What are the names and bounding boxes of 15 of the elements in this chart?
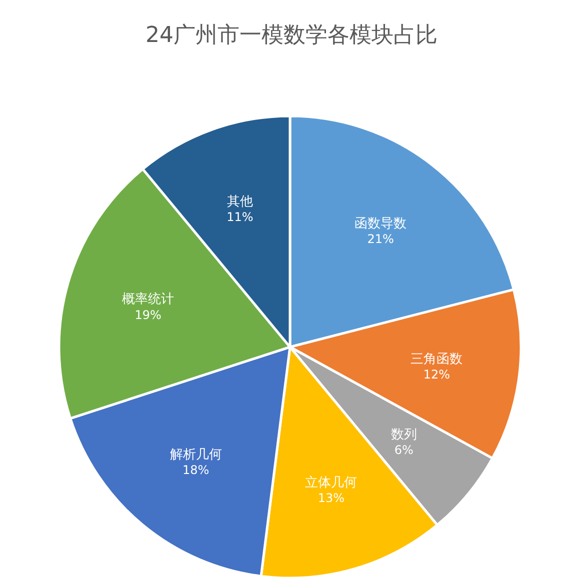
slice-label: 数列 [390,428,417,443]
slice-label: 函数导数 [354,216,407,232]
data-label: 18% [182,462,210,477]
slice-label: 立体几何 [305,474,358,490]
slice-label: 三角函数 [410,352,463,367]
data-label: 13% [318,490,345,505]
data-label: 12% [423,368,450,382]
data-label: 19% [134,308,162,322]
chart-title: 24广州市一模数学各模块占比 [146,23,438,48]
slice-label: 其他 [226,194,253,210]
slice-label: 概率统计 [122,291,174,308]
slice-label: 解析几何 [170,447,222,462]
data-label: 21% [367,232,394,246]
data-label: 11% [226,210,254,224]
data-label: 6% [394,443,414,458]
